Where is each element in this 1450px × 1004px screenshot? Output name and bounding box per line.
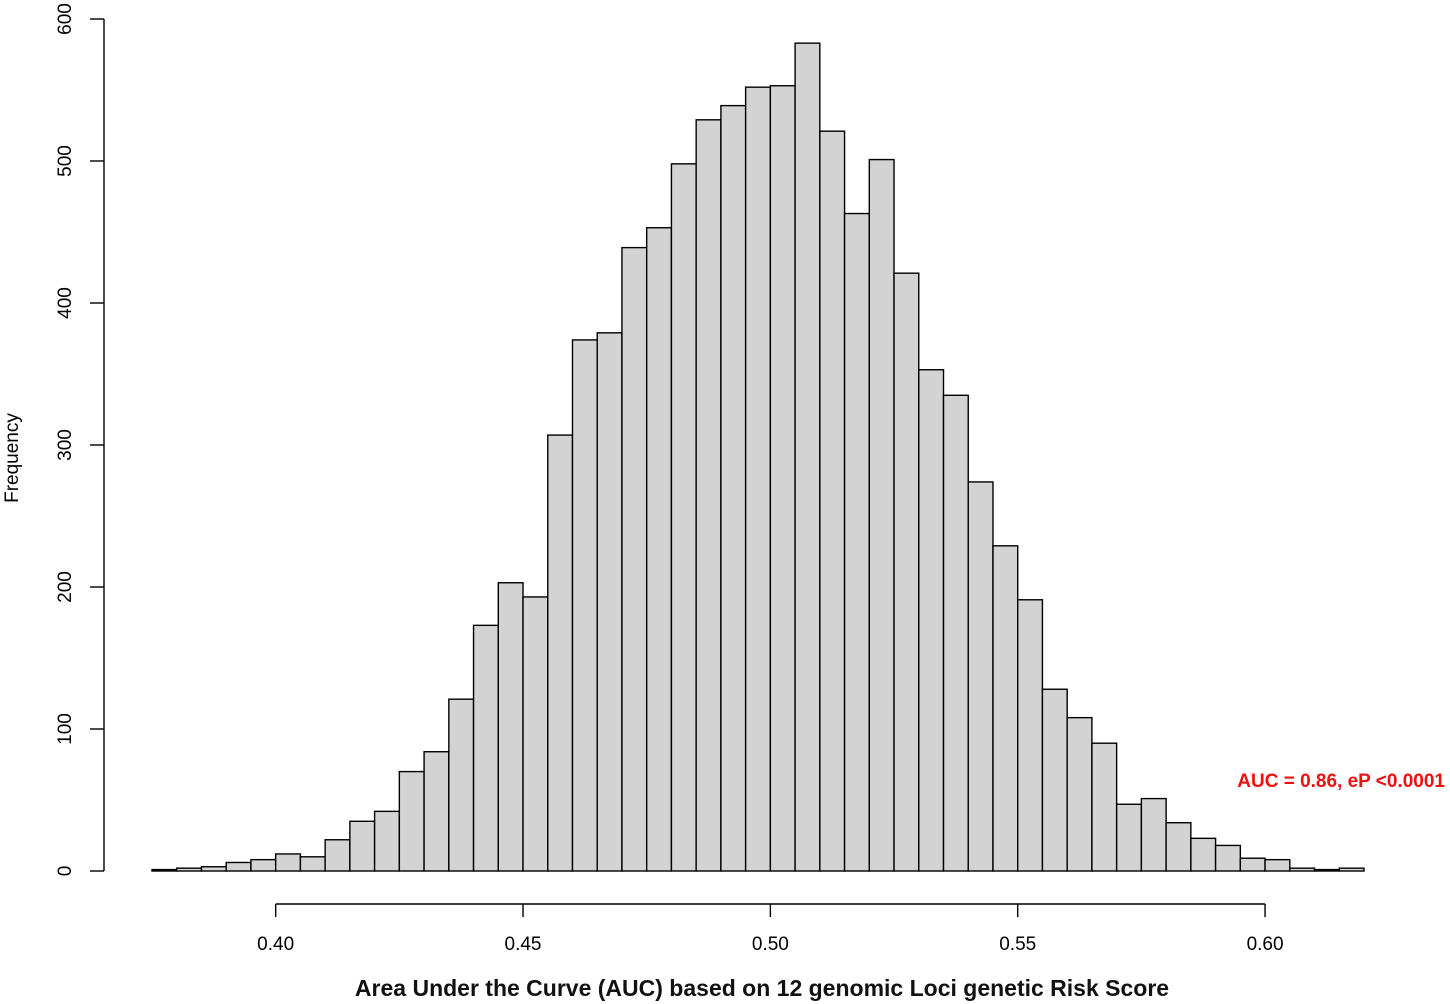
histogram-bar bbox=[596, 332, 623, 872]
histogram-bar bbox=[843, 212, 871, 872]
histogram-bar bbox=[918, 369, 945, 872]
histogram-bar bbox=[472, 624, 499, 872]
auc-annotation: AUC = 0.86, eP <0.0001 bbox=[1237, 771, 1445, 792]
histogram-bar bbox=[547, 434, 574, 872]
histogram-bar bbox=[1017, 599, 1044, 872]
histogram-bar bbox=[1289, 867, 1316, 872]
histogram-bar bbox=[225, 861, 252, 872]
y-axis-title: Frequency bbox=[2, 413, 23, 503]
x-tick-label: 0.45 bbox=[505, 934, 542, 955]
x-tick-label: 0.50 bbox=[752, 934, 789, 955]
histogram-bar bbox=[744, 86, 772, 872]
histogram-bar bbox=[274, 853, 302, 872]
x-tick-label: 0.40 bbox=[257, 934, 294, 955]
histogram-bar bbox=[1165, 822, 1192, 872]
histogram-bar bbox=[373, 810, 401, 872]
histogram-bar bbox=[176, 867, 203, 872]
y-axis: 0 100 200 300 400 500 600 bbox=[55, 3, 105, 877]
histogram-bar bbox=[522, 596, 549, 872]
y-tick-label: 400 bbox=[55, 287, 76, 319]
histogram-bar bbox=[1190, 837, 1217, 872]
histogram-bar bbox=[893, 272, 920, 872]
histogram-bar bbox=[670, 163, 697, 872]
histogram-bar bbox=[299, 856, 326, 872]
y-tick-label: 0 bbox=[55, 866, 76, 877]
histogram-bar bbox=[250, 858, 277, 872]
x-axis-title: Area Under the Curve (AUC) based on 12 g… bbox=[355, 975, 1169, 1001]
histogram-bar bbox=[151, 868, 178, 872]
histogram-bar bbox=[1091, 742, 1118, 872]
histogram-bar bbox=[200, 866, 227, 872]
histogram-bar bbox=[1313, 868, 1340, 872]
histogram-bar bbox=[645, 227, 673, 872]
histogram-bar bbox=[324, 839, 351, 872]
histogram-bar bbox=[1239, 857, 1266, 872]
histogram-bar bbox=[423, 751, 450, 872]
histogram-bar bbox=[695, 119, 722, 872]
histogram-bar bbox=[1214, 844, 1242, 872]
y-tick-label: 200 bbox=[55, 571, 76, 603]
histogram-bar bbox=[398, 770, 425, 872]
histogram-bar bbox=[992, 545, 1019, 872]
histogram-bar bbox=[819, 130, 846, 872]
histogram-bar bbox=[1041, 688, 1068, 872]
histogram-bar bbox=[621, 246, 648, 872]
histogram-bar bbox=[868, 158, 895, 872]
histogram-bar bbox=[1066, 716, 1093, 872]
y-tick-label: 300 bbox=[55, 429, 76, 461]
histogram-bar bbox=[349, 820, 376, 872]
histogram-bar bbox=[571, 339, 598, 872]
x-axis: 0.40 0.45 0.50 0.55 0.60 bbox=[257, 903, 1284, 955]
y-tick-label: 600 bbox=[55, 3, 76, 35]
histogram-bar bbox=[942, 394, 969, 872]
x-tick-label: 0.60 bbox=[1247, 934, 1284, 955]
histogram-bar bbox=[769, 85, 796, 872]
histogram-bar bbox=[720, 104, 747, 872]
histogram-bar bbox=[448, 698, 475, 872]
histogram-bar bbox=[1140, 797, 1167, 872]
histogram-bar bbox=[794, 42, 821, 872]
y-tick-label: 500 bbox=[55, 145, 76, 177]
histogram-bar bbox=[1115, 803, 1143, 872]
y-tick-label: 100 bbox=[55, 713, 76, 745]
histogram-bar bbox=[1338, 867, 1365, 872]
x-tick-label: 0.55 bbox=[999, 934, 1036, 955]
histogram-bar bbox=[497, 582, 524, 872]
histogram-bar bbox=[967, 481, 994, 872]
histogram-bar bbox=[1264, 858, 1291, 872]
histogram-bars bbox=[151, 42, 1365, 872]
